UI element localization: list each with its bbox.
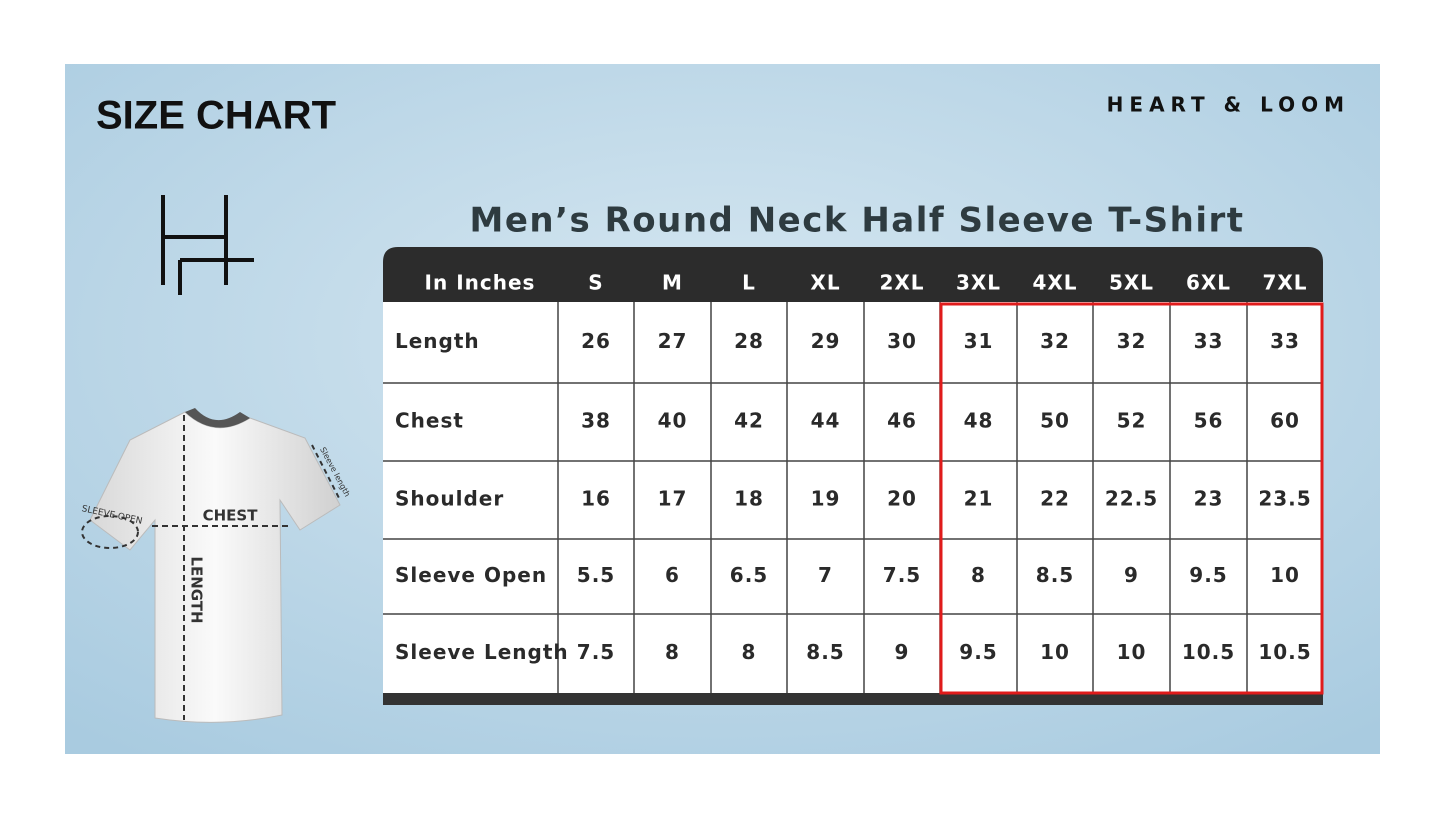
highlight-box	[939, 302, 1324, 695]
cell-value: 26	[581, 329, 611, 353]
cell-value: 38	[581, 409, 611, 433]
row-label: Length	[395, 329, 480, 353]
cell-value: 19	[811, 487, 841, 511]
cell-value: 9.5	[959, 640, 997, 664]
table-grid	[383, 302, 1323, 693]
cell-value: 7.5	[883, 563, 921, 587]
cell-value: 8.5	[1036, 563, 1074, 587]
cell-value: 32	[1117, 329, 1147, 353]
row-label: Sleeve Length	[395, 640, 569, 664]
length-label: LENGTH	[188, 556, 206, 623]
cell-value: 8	[742, 640, 757, 664]
cell-value: 10.5	[1258, 640, 1311, 664]
cell-value: 9.5	[1189, 563, 1227, 587]
cell-value: 52	[1117, 409, 1147, 433]
cell-value: 8	[665, 640, 680, 664]
footer-band	[383, 693, 1323, 705]
cell-value: 46	[887, 409, 917, 433]
cell-value: 9	[1124, 563, 1139, 587]
row-label: Sleeve Open	[395, 563, 547, 587]
cell-value: 33	[1270, 329, 1300, 353]
cell-value: 10	[1117, 640, 1147, 664]
cell-value: 50	[1040, 409, 1070, 433]
cell-value: 21	[964, 487, 994, 511]
shirt-diagram: CHEST LENGTH SLEEVE OPEN Sleeve length	[81, 408, 352, 723]
cell-value: 16	[581, 487, 611, 511]
cell-value: 6	[665, 563, 680, 587]
cell-value: 8	[971, 563, 986, 587]
cell-value: 7	[818, 563, 833, 587]
cell-value: 6.5	[730, 563, 768, 587]
logo	[161, 195, 254, 295]
title: SIZE CHART	[96, 94, 336, 138]
column-header: L	[742, 271, 756, 295]
cell-value: 17	[658, 487, 688, 511]
cell-value: 10	[1040, 640, 1070, 664]
cell-value: 42	[734, 409, 764, 433]
column-header: 6XL	[1186, 271, 1231, 295]
cell-value: 7.5	[577, 640, 615, 664]
cell-value: 60	[1270, 409, 1300, 433]
cell-value: 22.5	[1105, 487, 1158, 511]
column-header: 4XL	[1032, 271, 1077, 295]
cell-value: 30	[887, 329, 917, 353]
cell-value: 56	[1194, 409, 1224, 433]
cell-value: 20	[887, 487, 917, 511]
cell-value: 10.5	[1182, 640, 1235, 664]
cell-value: 5.5	[577, 563, 615, 587]
table-title: Men’s Round Neck Half Sleeve T-Shirt	[469, 201, 1244, 241]
row-label: Chest	[395, 409, 464, 433]
row-label: Shoulder	[395, 487, 504, 511]
cell-value: 33	[1194, 329, 1224, 353]
cell-value: 22	[1040, 487, 1070, 511]
cell-value: 8.5	[806, 640, 844, 664]
header-band	[383, 247, 1323, 302]
cell-value: 9	[895, 640, 910, 664]
cell-value: 18	[734, 487, 764, 511]
column-header: In Inches	[425, 271, 536, 295]
column-header: 5XL	[1109, 271, 1154, 295]
column-header: M	[662, 271, 683, 295]
cell-value: 44	[811, 409, 841, 433]
cell-value: 32	[1040, 329, 1070, 353]
table-body	[383, 302, 1323, 693]
column-header: S	[588, 271, 603, 295]
column-header: 3XL	[956, 271, 1001, 295]
cell-value: 23.5	[1258, 487, 1311, 511]
chest-label: CHEST	[203, 507, 259, 525]
cell-value: 23	[1194, 487, 1224, 511]
cell-value: 31	[964, 329, 994, 353]
column-header: XL	[810, 271, 840, 295]
column-header: 2XL	[879, 271, 924, 295]
cell-value: 27	[658, 329, 688, 353]
cell-value: 40	[658, 409, 688, 433]
cell-value: 48	[964, 409, 994, 433]
brand: HEART & LOOM	[1107, 93, 1350, 117]
cell-value: 28	[734, 329, 764, 353]
cell-value: 29	[811, 329, 841, 353]
column-header: 7XL	[1262, 271, 1307, 295]
cell-value: 10	[1270, 563, 1300, 587]
